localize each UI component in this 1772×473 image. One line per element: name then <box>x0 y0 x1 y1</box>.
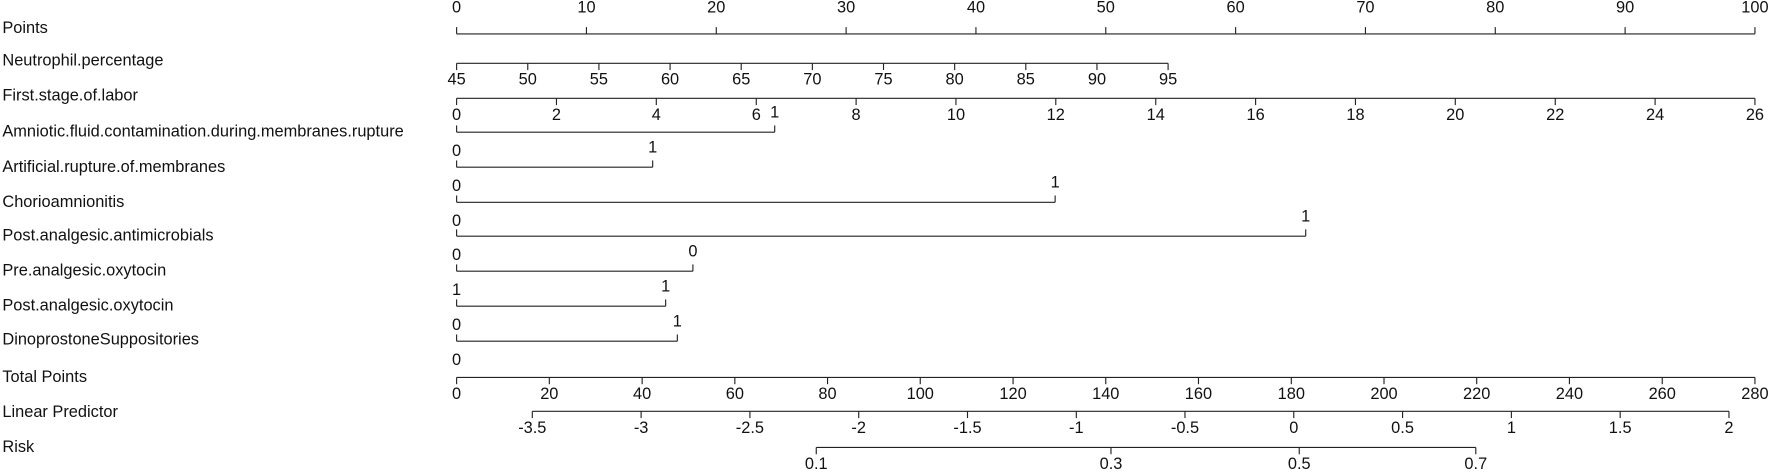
row-label: Linear Predictor <box>2 403 118 421</box>
tick-label: 4 <box>652 106 661 124</box>
tick-label: 0.1 <box>805 455 828 473</box>
tick-label: 1 <box>661 278 670 296</box>
tick-label: 280 <box>1741 385 1768 403</box>
tick-label: 260 <box>1649 385 1676 403</box>
tick-label: 8 <box>852 106 861 124</box>
tick-label: 0 <box>452 246 461 264</box>
tick-label: 0.3 <box>1100 455 1123 473</box>
tick-label: 1 <box>673 313 682 331</box>
tick-label: 240 <box>1556 385 1583 403</box>
tick-label: 20 <box>707 0 725 16</box>
tick-label: 60 <box>1226 0 1244 16</box>
tick-label: 20 <box>1446 106 1464 124</box>
tick-label: 160 <box>1185 385 1212 403</box>
tick-label: 70 <box>803 71 821 89</box>
tick-label: 50 <box>519 71 537 89</box>
tick-label: 85 <box>1017 71 1035 89</box>
tick-label: 14 <box>1147 106 1165 124</box>
row-label: First.stage.of.labor <box>2 87 138 105</box>
tick-label: 1 <box>1051 174 1060 192</box>
tick-label: 80 <box>818 385 836 403</box>
tick-label: 80 <box>946 71 964 89</box>
tick-label: 0 <box>688 243 697 261</box>
tick-label: 45 <box>448 71 466 89</box>
tick-label: 0 <box>452 177 461 195</box>
tick-label: 220 <box>1463 385 1490 403</box>
row-label: Total Points <box>2 368 87 386</box>
tick-label: 16 <box>1246 106 1264 124</box>
tick-label: 0 <box>452 212 461 230</box>
tick-label: 75 <box>874 71 892 89</box>
tick-label: 120 <box>999 385 1026 403</box>
tick-label: 200 <box>1370 385 1397 403</box>
tick-label: 1 <box>1507 419 1516 437</box>
tick-label: 0.7 <box>1464 455 1487 473</box>
tick-label: 6 <box>752 106 761 124</box>
tick-label: 1 <box>770 104 779 122</box>
row-label: Post.analgesic.antimicrobials <box>2 227 213 245</box>
tick-label: 180 <box>1278 385 1305 403</box>
tick-label: 0 <box>452 0 461 16</box>
row-label: Post.analgesic.oxytocin <box>2 297 173 315</box>
tick-label: 40 <box>967 0 985 16</box>
tick-label: 0 <box>452 142 461 160</box>
tick-label: 0 <box>452 351 461 369</box>
tick-label: 100 <box>1741 0 1768 16</box>
tick-label: -3.5 <box>518 419 546 437</box>
row-label: Artificial.rupture.of.membranes <box>2 158 225 176</box>
tick-label: 12 <box>1047 106 1065 124</box>
tick-label: 80 <box>1486 0 1504 16</box>
tick-label: 1 <box>1301 207 1310 225</box>
tick-label: -2.5 <box>736 419 764 437</box>
tick-label: 60 <box>726 385 744 403</box>
tick-label: -2 <box>851 419 866 437</box>
tick-label: 1 <box>648 139 657 157</box>
tick-label: 0.5 <box>1288 455 1311 473</box>
tick-label: 10 <box>577 0 595 16</box>
tick-label: 26 <box>1746 106 1764 124</box>
row-label: Pre.analgesic.oxytocin <box>2 262 166 280</box>
tick-label: 1.5 <box>1609 419 1632 437</box>
tick-label: 2 <box>552 106 561 124</box>
tick-label: 20 <box>540 385 558 403</box>
tick-label: 140 <box>1092 385 1119 403</box>
tick-label: 65 <box>732 71 750 89</box>
row-label: DinoprostoneSuppositories <box>2 331 199 349</box>
tick-label: -0.5 <box>1171 419 1199 437</box>
tick-label: 0 <box>452 385 461 403</box>
tick-label: -1.5 <box>953 419 981 437</box>
tick-label: 0 <box>452 106 461 124</box>
tick-label: 55 <box>590 71 608 89</box>
tick-label: 60 <box>661 71 679 89</box>
tick-label: 70 <box>1356 0 1374 16</box>
tick-label: 0 <box>452 316 461 334</box>
tick-label: 90 <box>1616 0 1634 16</box>
tick-label: 1 <box>452 281 461 299</box>
tick-label: 10 <box>947 106 965 124</box>
tick-label: 100 <box>907 385 934 403</box>
tick-label: 90 <box>1088 71 1106 89</box>
tick-label: 0 <box>1289 419 1298 437</box>
row-label: Points <box>2 19 48 37</box>
tick-label: 2 <box>1724 419 1733 437</box>
tick-label: 22 <box>1546 106 1564 124</box>
tick-label: 30 <box>837 0 855 16</box>
tick-label: -3 <box>634 419 649 437</box>
tick-label: 18 <box>1346 106 1364 124</box>
tick-label: -1 <box>1069 419 1084 437</box>
row-label: Amniotic.fluid.contamination.during.memb… <box>2 123 403 141</box>
tick-label: 0.5 <box>1391 419 1414 437</box>
row-label: Risk <box>2 438 35 456</box>
tick-label: 24 <box>1646 106 1664 124</box>
tick-label: 50 <box>1097 0 1115 16</box>
row-label: Chorioamnionitis <box>2 193 124 211</box>
tick-label: 40 <box>633 385 651 403</box>
row-label: Neutrophil.percentage <box>2 52 163 70</box>
tick-label: 95 <box>1159 71 1177 89</box>
